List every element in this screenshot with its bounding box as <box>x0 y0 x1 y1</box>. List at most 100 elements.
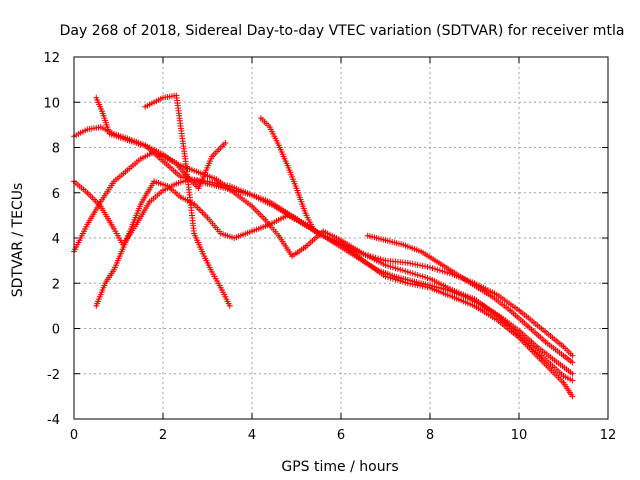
data-point <box>184 157 187 160</box>
data-point <box>518 336 520 339</box>
data-point <box>535 345 538 348</box>
y-axis-title: SDTVAR / TECUs <box>10 183 26 298</box>
y-tick-label: 10 <box>43 96 60 111</box>
y-tick-label: -2 <box>47 368 60 383</box>
y-tick-label: 12 <box>43 51 60 66</box>
series-sat-f <box>142 92 233 309</box>
data-point <box>384 259 387 262</box>
data-point <box>153 180 156 183</box>
data-point <box>384 264 387 267</box>
data-point <box>277 144 280 147</box>
data-point <box>286 214 289 217</box>
x-tick-label: 4 <box>248 428 256 443</box>
data-point <box>544 341 547 344</box>
data-point <box>99 126 102 129</box>
data-point <box>571 379 574 382</box>
data-point <box>179 175 182 178</box>
data-point <box>340 241 342 244</box>
series-markers <box>71 124 576 377</box>
data-point <box>95 96 98 99</box>
data-point <box>491 295 494 298</box>
series-sat-g <box>257 115 318 235</box>
data-point <box>495 318 498 321</box>
data-point <box>228 304 231 307</box>
x-tick-label: 10 <box>511 428 528 443</box>
data-point <box>295 187 298 190</box>
data-point <box>175 94 178 97</box>
data-point <box>273 205 276 208</box>
data-point <box>179 196 182 199</box>
x-axis-title: GPS time / hours <box>281 459 398 475</box>
data-point <box>219 232 222 235</box>
series-markers <box>93 178 576 400</box>
data-point <box>304 212 307 215</box>
y-tick-label: 6 <box>52 187 60 202</box>
data-point <box>518 309 520 312</box>
data-point <box>86 128 89 131</box>
data-layer <box>71 92 576 400</box>
data-point <box>259 117 262 120</box>
data-point <box>406 270 409 273</box>
data-point <box>86 191 89 194</box>
series-sat-d <box>93 178 576 400</box>
data-point <box>251 194 253 197</box>
data-point <box>166 184 169 187</box>
data-point <box>86 223 89 226</box>
data-point <box>99 200 102 203</box>
data-point <box>473 304 476 307</box>
data-point <box>197 171 200 174</box>
data-point <box>139 157 142 160</box>
data-point <box>562 375 565 378</box>
data-point <box>406 261 409 264</box>
data-point <box>113 180 116 183</box>
data-point <box>224 141 227 144</box>
data-point <box>402 243 405 246</box>
data-point <box>135 223 138 226</box>
data-point <box>366 234 369 237</box>
data-point <box>139 203 142 206</box>
data-point <box>219 286 222 289</box>
data-point <box>571 361 574 364</box>
data-point <box>304 223 307 226</box>
data-point <box>95 304 98 307</box>
data-point <box>313 230 316 233</box>
data-point <box>420 250 423 253</box>
data-point <box>233 237 236 239</box>
data-point <box>495 293 498 296</box>
data-point <box>362 252 365 255</box>
data-point <box>148 146 151 149</box>
data-point <box>451 289 454 292</box>
data-point <box>162 153 164 156</box>
series-markers <box>71 176 576 359</box>
data-point <box>268 223 271 226</box>
data-point <box>175 162 178 165</box>
data-point <box>384 239 387 242</box>
data-point <box>571 395 574 398</box>
data-point <box>406 282 409 285</box>
data-point <box>126 237 129 239</box>
data-point <box>210 270 213 273</box>
data-point <box>571 372 574 375</box>
data-point <box>104 282 107 285</box>
data-point <box>526 325 529 328</box>
series-sat-c <box>71 149 576 384</box>
data-point <box>101 112 104 115</box>
data-point <box>291 255 294 258</box>
data-point <box>193 232 196 235</box>
y-tick-label: 4 <box>52 232 60 247</box>
data-point <box>148 200 151 203</box>
data-point <box>473 284 476 287</box>
data-point <box>322 234 325 237</box>
series-sat-e <box>93 94 229 192</box>
chart-title: Day 268 of 2018, Sidereal Day-to-day VTE… <box>60 23 625 39</box>
series-sat-a <box>71 124 576 377</box>
data-point <box>210 155 213 158</box>
data-point <box>202 252 205 255</box>
data-point <box>108 132 111 135</box>
data-point <box>113 268 116 271</box>
x-tick-label: 12 <box>600 428 617 443</box>
x-tick-label: 6 <box>337 428 345 443</box>
y-tick-label: 2 <box>52 277 60 292</box>
series-markers <box>71 149 576 384</box>
